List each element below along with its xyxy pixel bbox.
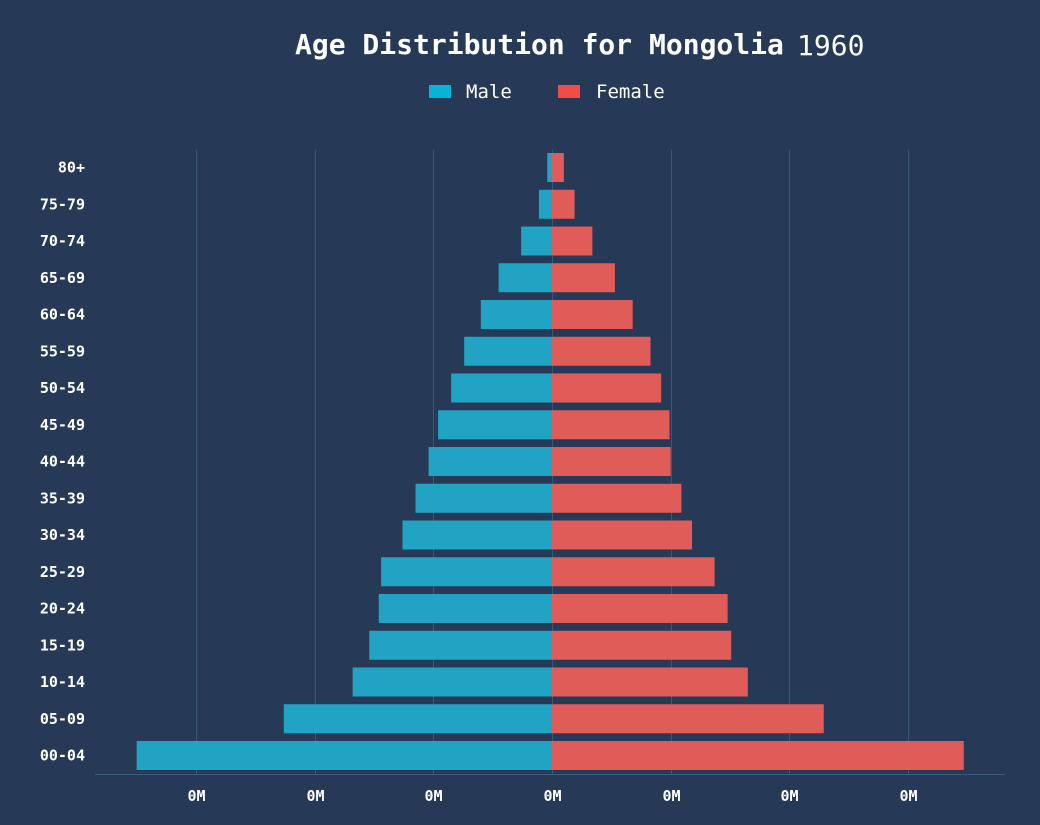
bar-female-65-69[interactable] — [552, 263, 615, 293]
bar-male-50-54[interactable] — [451, 373, 552, 403]
bar-male-00-04[interactable] — [136, 741, 552, 770]
y-tick-label: 35-39 — [40, 489, 85, 507]
bar-male-45-49[interactable] — [438, 410, 552, 440]
legend: Male Female — [429, 81, 665, 103]
bar-female-30-34[interactable] — [552, 520, 693, 550]
x-tick-label: 0M — [543, 787, 561, 805]
y-tick-label: 40-44 — [40, 453, 85, 471]
x-tick-label: 0M — [424, 787, 442, 805]
bar-male-05-09[interactable] — [283, 704, 552, 734]
bar-male-40-44[interactable] — [428, 447, 552, 476]
y-tick-label: 55-59 — [40, 342, 85, 360]
x-tick-label: 0M — [306, 787, 324, 805]
bar-female-50-54[interactable] — [552, 373, 662, 403]
x-tick-label: 0M — [780, 787, 798, 805]
bar-male-55-59[interactable] — [464, 336, 552, 366]
bar-female-40-44[interactable] — [552, 447, 671, 476]
bar-female-80+[interactable] — [552, 153, 564, 182]
y-tick-label: 50-54 — [40, 379, 85, 397]
y-tick-label: 70-74 — [40, 232, 85, 250]
y-tick-label: 80+ — [58, 159, 85, 177]
bar-female-05-09[interactable] — [552, 704, 824, 734]
y-tick-label: 65-69 — [40, 269, 85, 287]
legend-swatch-male — [429, 85, 451, 98]
x-tick-label: 0M — [187, 787, 205, 805]
bar-female-00-04[interactable] — [552, 741, 964, 770]
y-tick-label: 20-24 — [40, 600, 85, 618]
bar-female-35-39[interactable] — [552, 483, 682, 513]
bar-female-15-19[interactable] — [552, 630, 732, 660]
legend-item-female[interactable]: Female — [558, 81, 665, 103]
bar-male-65-69[interactable] — [498, 263, 552, 293]
legend-label-female: Female — [596, 81, 665, 103]
y-axis: 80+ 75-79 70-74 65-69 60-64 55-59 50-54 45-49 40… — [40, 159, 85, 765]
bar-male-10-14[interactable] — [352, 667, 552, 697]
legend-label-male: Male — [466, 81, 512, 103]
y-tick-label: 75-79 — [40, 195, 85, 213]
legend-item-male[interactable]: Male — [429, 81, 512, 103]
bar-male-80+[interactable] — [547, 153, 552, 182]
bar-female-25-29[interactable] — [552, 557, 715, 587]
bar-male-15-19[interactable] — [369, 630, 552, 660]
bar-female-20-24[interactable] — [552, 594, 728, 623]
y-tick-label: 10-14 — [40, 673, 85, 691]
bar-male-25-29[interactable] — [381, 557, 552, 587]
x-axis: 0M 0M 0M 0M 0M 0M 0M — [187, 787, 917, 805]
legend-swatch-female — [558, 85, 580, 98]
bar-male-70-74[interactable] — [521, 226, 552, 256]
x-tick-label: 0M — [662, 787, 680, 805]
bar-female-45-49[interactable] — [552, 410, 670, 440]
chart-title-text: Age Distribution for Mongolia — [295, 28, 784, 61]
x-tick-label: 0M — [899, 787, 917, 805]
bar-female-55-59[interactable] — [552, 336, 651, 366]
bar-male-75-79[interactable] — [538, 189, 552, 219]
y-tick-label: 05-09 — [40, 710, 85, 728]
chart-title: Age Distribution for Mongolia 1960 — [295, 28, 864, 62]
y-tick-label: 45-49 — [40, 416, 85, 434]
plot-area — [136, 153, 964, 770]
y-tick-label: 30-34 — [40, 526, 85, 544]
chart-year-text: 1960 — [797, 29, 864, 62]
bar-male-35-39[interactable] — [415, 483, 552, 513]
bar-male-60-64[interactable] — [480, 300, 552, 329]
bar-female-75-79[interactable] — [552, 189, 575, 219]
y-tick-label: 00-04 — [40, 747, 85, 765]
bar-female-70-74[interactable] — [552, 226, 593, 256]
y-tick-label: 25-29 — [40, 563, 85, 581]
bar-female-60-64[interactable] — [552, 300, 633, 329]
bar-male-20-24[interactable] — [378, 594, 552, 623]
y-tick-label: 60-64 — [40, 306, 85, 324]
bar-male-30-34[interactable] — [402, 520, 552, 550]
bar-female-10-14[interactable] — [552, 667, 748, 697]
y-tick-label: 15-19 — [40, 636, 85, 654]
